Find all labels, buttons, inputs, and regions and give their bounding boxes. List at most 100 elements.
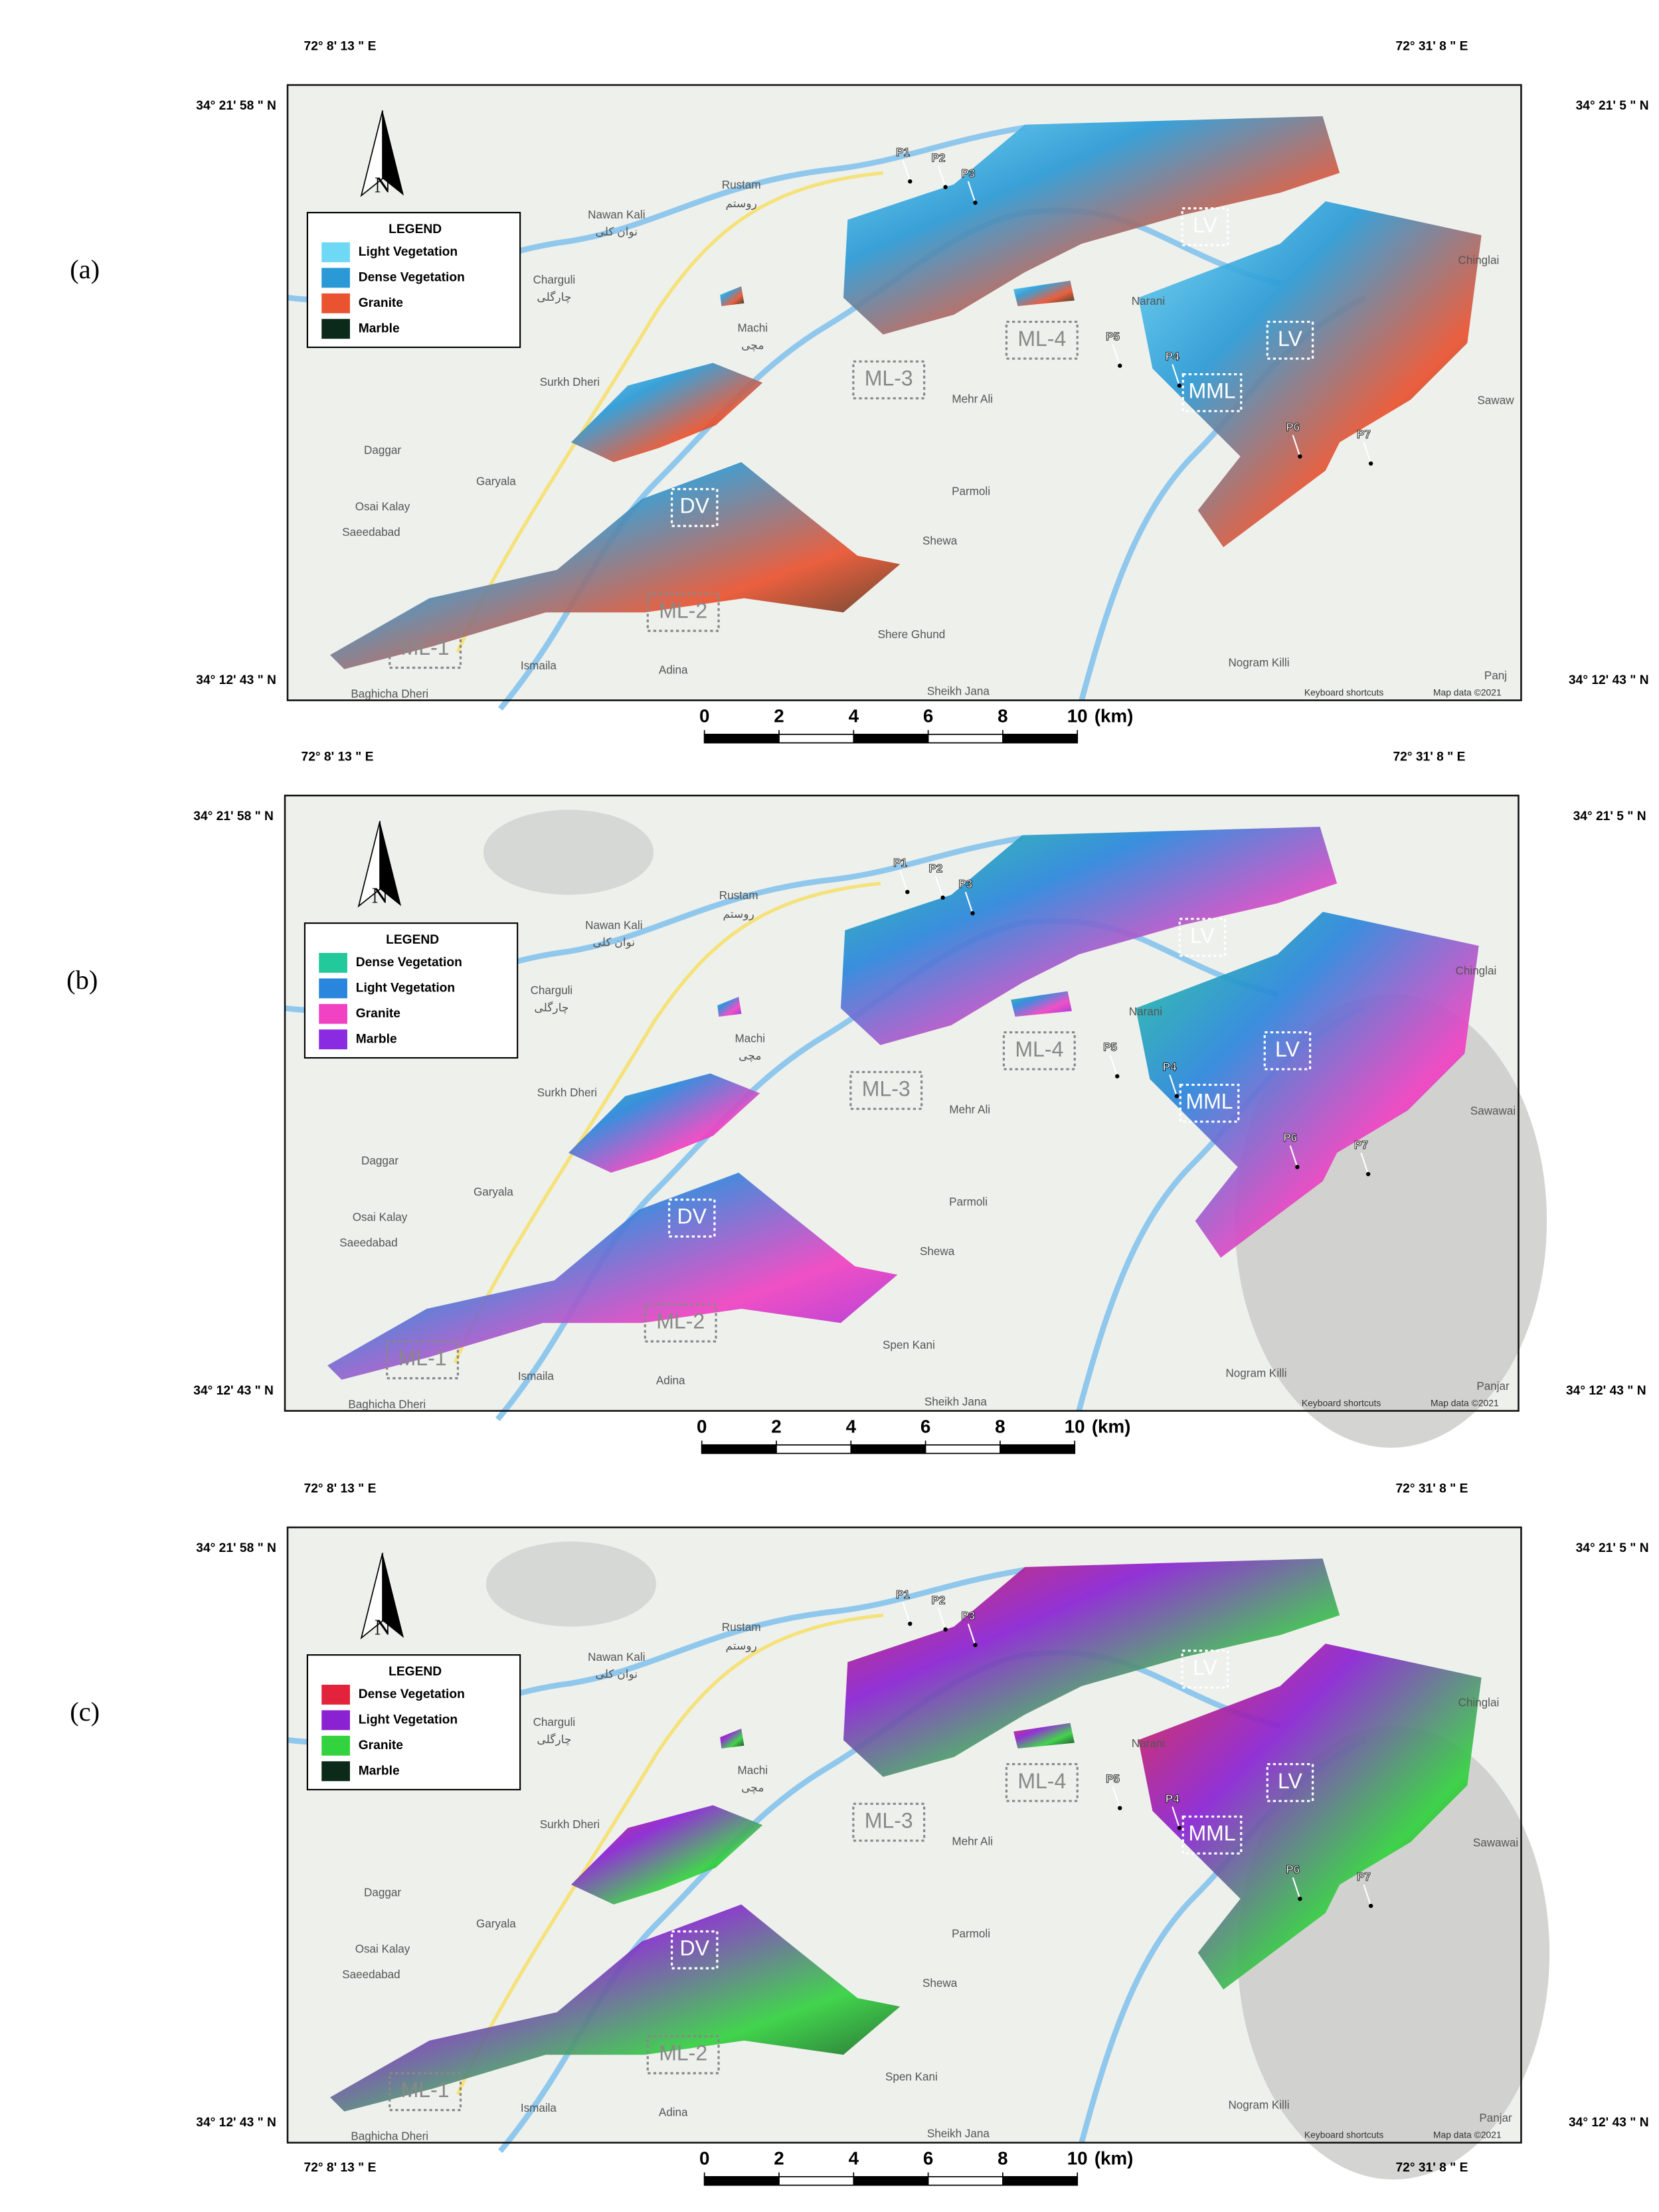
imagery-region	[843, 116, 1340, 335]
scale-tick-label: 10	[1065, 1416, 1085, 1437]
point-marker	[1298, 1897, 1302, 1901]
point-leader	[1172, 364, 1180, 386]
point-leader	[902, 159, 911, 182]
point-label: P5	[1106, 331, 1120, 343]
region-label: LV	[1193, 213, 1217, 237]
place-name: Chinglai	[1458, 254, 1500, 266]
place-name: Sawawai	[1470, 1105, 1516, 1118]
point-marker	[940, 895, 945, 900]
place-name: Mehr Ali	[952, 1835, 993, 1847]
region-box	[646, 592, 720, 632]
place-name: Charguli	[533, 1716, 576, 1729]
region-label: DV	[677, 1205, 707, 1229]
scale-tick-label: 4	[846, 1416, 857, 1437]
place-name: Sheikh Jana	[927, 2127, 990, 2140]
point-label: P4	[1163, 1061, 1177, 1073]
road	[456, 1613, 883, 2096]
legend-swatch	[319, 1029, 347, 1050]
point-marker	[908, 1621, 913, 1626]
point-marker	[1298, 454, 1302, 459]
imagery-region	[720, 1729, 744, 1749]
region-label: ML-4	[1015, 1037, 1063, 1061]
place-name: Surkh Dheri	[540, 376, 600, 388]
point-marker	[1118, 1806, 1122, 1810]
point-marker	[908, 179, 913, 184]
legend-swatch	[321, 1684, 350, 1705]
place-name: Shere Ghund	[878, 628, 946, 641]
place-name: Machi	[735, 1033, 765, 1045]
point-leader	[1172, 1806, 1180, 1828]
place-name: Adina	[659, 2106, 688, 2118]
point-leader	[934, 876, 944, 898]
place-name: Osai Kalay	[355, 501, 410, 513]
north-arrow-left	[357, 821, 381, 908]
region-label: ML-1	[398, 1346, 447, 1370]
scale-bar-segment	[1002, 734, 1078, 743]
north-arrow-right	[383, 1553, 404, 1638]
place-name: نوان کلی	[592, 936, 635, 950]
attribution: Keyboard shortcuts	[1302, 1398, 1381, 1408]
place-name: Daggar	[364, 444, 401, 456]
imagery-region	[1013, 280, 1075, 307]
point-leader	[1112, 1786, 1121, 1809]
point-leader	[1363, 442, 1372, 464]
road	[456, 171, 883, 653]
point-leader	[937, 165, 946, 188]
place-name: Adina	[656, 1374, 685, 1387]
point-marker	[970, 911, 975, 916]
panel-label: (b)	[66, 965, 98, 995]
map-panel: N LEGEND Dense Vegetation Light Vegetation G…	[70, 1482, 1649, 2186]
region-box	[667, 1198, 716, 1238]
point-label: P3	[961, 1610, 975, 1622]
point-label: P5	[1106, 1773, 1120, 1786]
point-marker	[1368, 461, 1373, 466]
place-name: Adina	[659, 663, 688, 676]
region-box	[1005, 1762, 1079, 1802]
point-label: P6	[1283, 1132, 1297, 1144]
place-name: Saeedabad	[342, 526, 400, 539]
coordinate-label: 34° 21' 5 " N	[1573, 809, 1646, 823]
place-name: Baghicha Dheri	[351, 2130, 428, 2143]
north-label: N	[375, 1616, 391, 1640]
scale-tick-label: 6	[923, 2148, 933, 2169]
scale-unit: (km)	[1094, 2148, 1134, 2169]
place-name: Rustam	[722, 179, 761, 191]
point-label: P1	[893, 857, 907, 869]
region-label: MML	[1185, 1090, 1233, 1114]
hillshade	[483, 809, 654, 895]
region-box	[1266, 1762, 1314, 1802]
scale-tick-label: 0	[697, 1416, 707, 1437]
attribution: Map data ©2021	[1433, 2130, 1502, 2140]
point-label: P7	[1357, 428, 1371, 441]
region-label: ML-4	[1017, 327, 1066, 351]
map-frame	[286, 84, 1522, 701]
point-marker	[1295, 1165, 1300, 1169]
coordinate-label: 72° 8' 13 " E	[302, 750, 374, 764]
scale-tick-label: 10	[1067, 706, 1088, 726]
hillshade	[485, 1541, 657, 1627]
region-label: ML-2	[659, 599, 707, 623]
coordinate-label: 72° 31' 8 " E	[1395, 39, 1468, 53]
legend-label: Marble	[359, 321, 400, 335]
place-name: Machi	[737, 1764, 768, 1777]
scale-bar-segment	[853, 734, 928, 743]
place-name: Narani	[1129, 1005, 1162, 1018]
region-box	[1005, 320, 1079, 360]
scale-tick-label: 2	[771, 1416, 781, 1437]
legend-label: Light Vegetation	[359, 1713, 458, 1727]
map-panel: N LEGEND Light Vegetation Dense Vegetation G…	[70, 39, 1649, 744]
legend-swatch	[319, 1003, 347, 1024]
scale-tick-label: 6	[920, 1416, 930, 1437]
place-name: Garyala	[476, 1917, 516, 1930]
imagery-region	[330, 1904, 901, 2112]
point-marker	[1118, 363, 1122, 368]
coordinate-label: 34° 12' 43 " N	[196, 673, 276, 687]
legend-title: LEGEND	[386, 933, 439, 947]
point-marker	[973, 201, 978, 205]
legend-label: Marble	[356, 1032, 397, 1046]
region-label: LV	[1190, 924, 1215, 948]
scale-bar-segment	[853, 2176, 928, 2185]
place-name: Daggar	[361, 1154, 398, 1167]
point-leader	[1289, 1146, 1298, 1167]
point-marker	[1365, 1171, 1371, 1177]
